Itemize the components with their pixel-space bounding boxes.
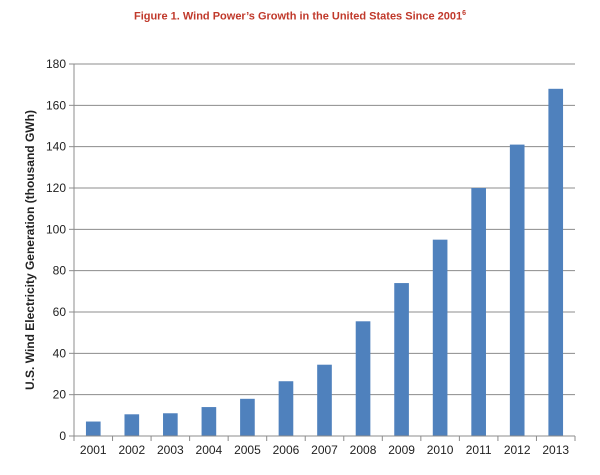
y-tick-label: 120 xyxy=(46,181,66,195)
x-tick-label: 2007 xyxy=(311,443,338,457)
x-tick-label: 2011 xyxy=(466,443,492,457)
bar xyxy=(471,188,486,436)
bars xyxy=(85,88,564,437)
x-axis-ticks: 2001 2002 2003 2004 2005 2006 2007 2008 2009 2010… xyxy=(73,436,576,457)
x-tick-label: 2009 xyxy=(388,443,415,457)
chart-title-text: Figure 1. Wind Power’s Growth in the Uni… xyxy=(133,10,463,23)
chart-title: Figure 1. Wind Power’s Growth in the Uni… xyxy=(0,10,600,23)
bar xyxy=(124,414,140,436)
bar xyxy=(240,398,255,436)
x-tick-label: 2002 xyxy=(118,443,145,457)
x-tick-label: 2005 xyxy=(234,443,261,457)
x-tick-label: 2004 xyxy=(196,443,223,457)
x-tick-label: 2008 xyxy=(350,443,377,457)
y-tick-label: 20 xyxy=(53,388,67,402)
bar xyxy=(85,421,101,436)
bar xyxy=(355,321,371,436)
axes xyxy=(73,64,575,437)
bar xyxy=(317,364,332,436)
y-tick-label: 100 xyxy=(46,222,66,236)
y-tick-label: 140 xyxy=(46,140,66,154)
x-tick-label: 2006 xyxy=(273,443,300,457)
title-footnote: 6 xyxy=(462,10,467,17)
bar xyxy=(201,407,217,436)
y-tick-label: 80 xyxy=(53,264,67,278)
x-tick-label: 2013 xyxy=(542,443,569,457)
bar xyxy=(278,381,294,436)
gridlines xyxy=(74,63,575,396)
y-tick-label: 60 xyxy=(53,305,67,319)
x-tick-label: 2012 xyxy=(504,443,531,457)
y-tick-label: 180 xyxy=(46,57,66,71)
bar xyxy=(163,413,178,436)
y-axis-ticks: 0 20 40 60 80 100 120 140 160 180 xyxy=(46,57,74,443)
x-tick-label: 2003 xyxy=(157,443,184,457)
y-tick-label: 0 xyxy=(59,429,66,443)
bar xyxy=(548,88,564,437)
bar xyxy=(394,283,409,436)
x-tick-label: 2010 xyxy=(427,443,454,457)
bar xyxy=(509,144,525,436)
y-tick-label: 160 xyxy=(46,98,66,112)
bar xyxy=(432,239,448,436)
y-axis-label: U.S. Wind Electricity Generation (thousa… xyxy=(23,110,37,390)
x-tick-label: 2001 xyxy=(80,443,107,457)
y-tick-label: 40 xyxy=(53,346,67,360)
